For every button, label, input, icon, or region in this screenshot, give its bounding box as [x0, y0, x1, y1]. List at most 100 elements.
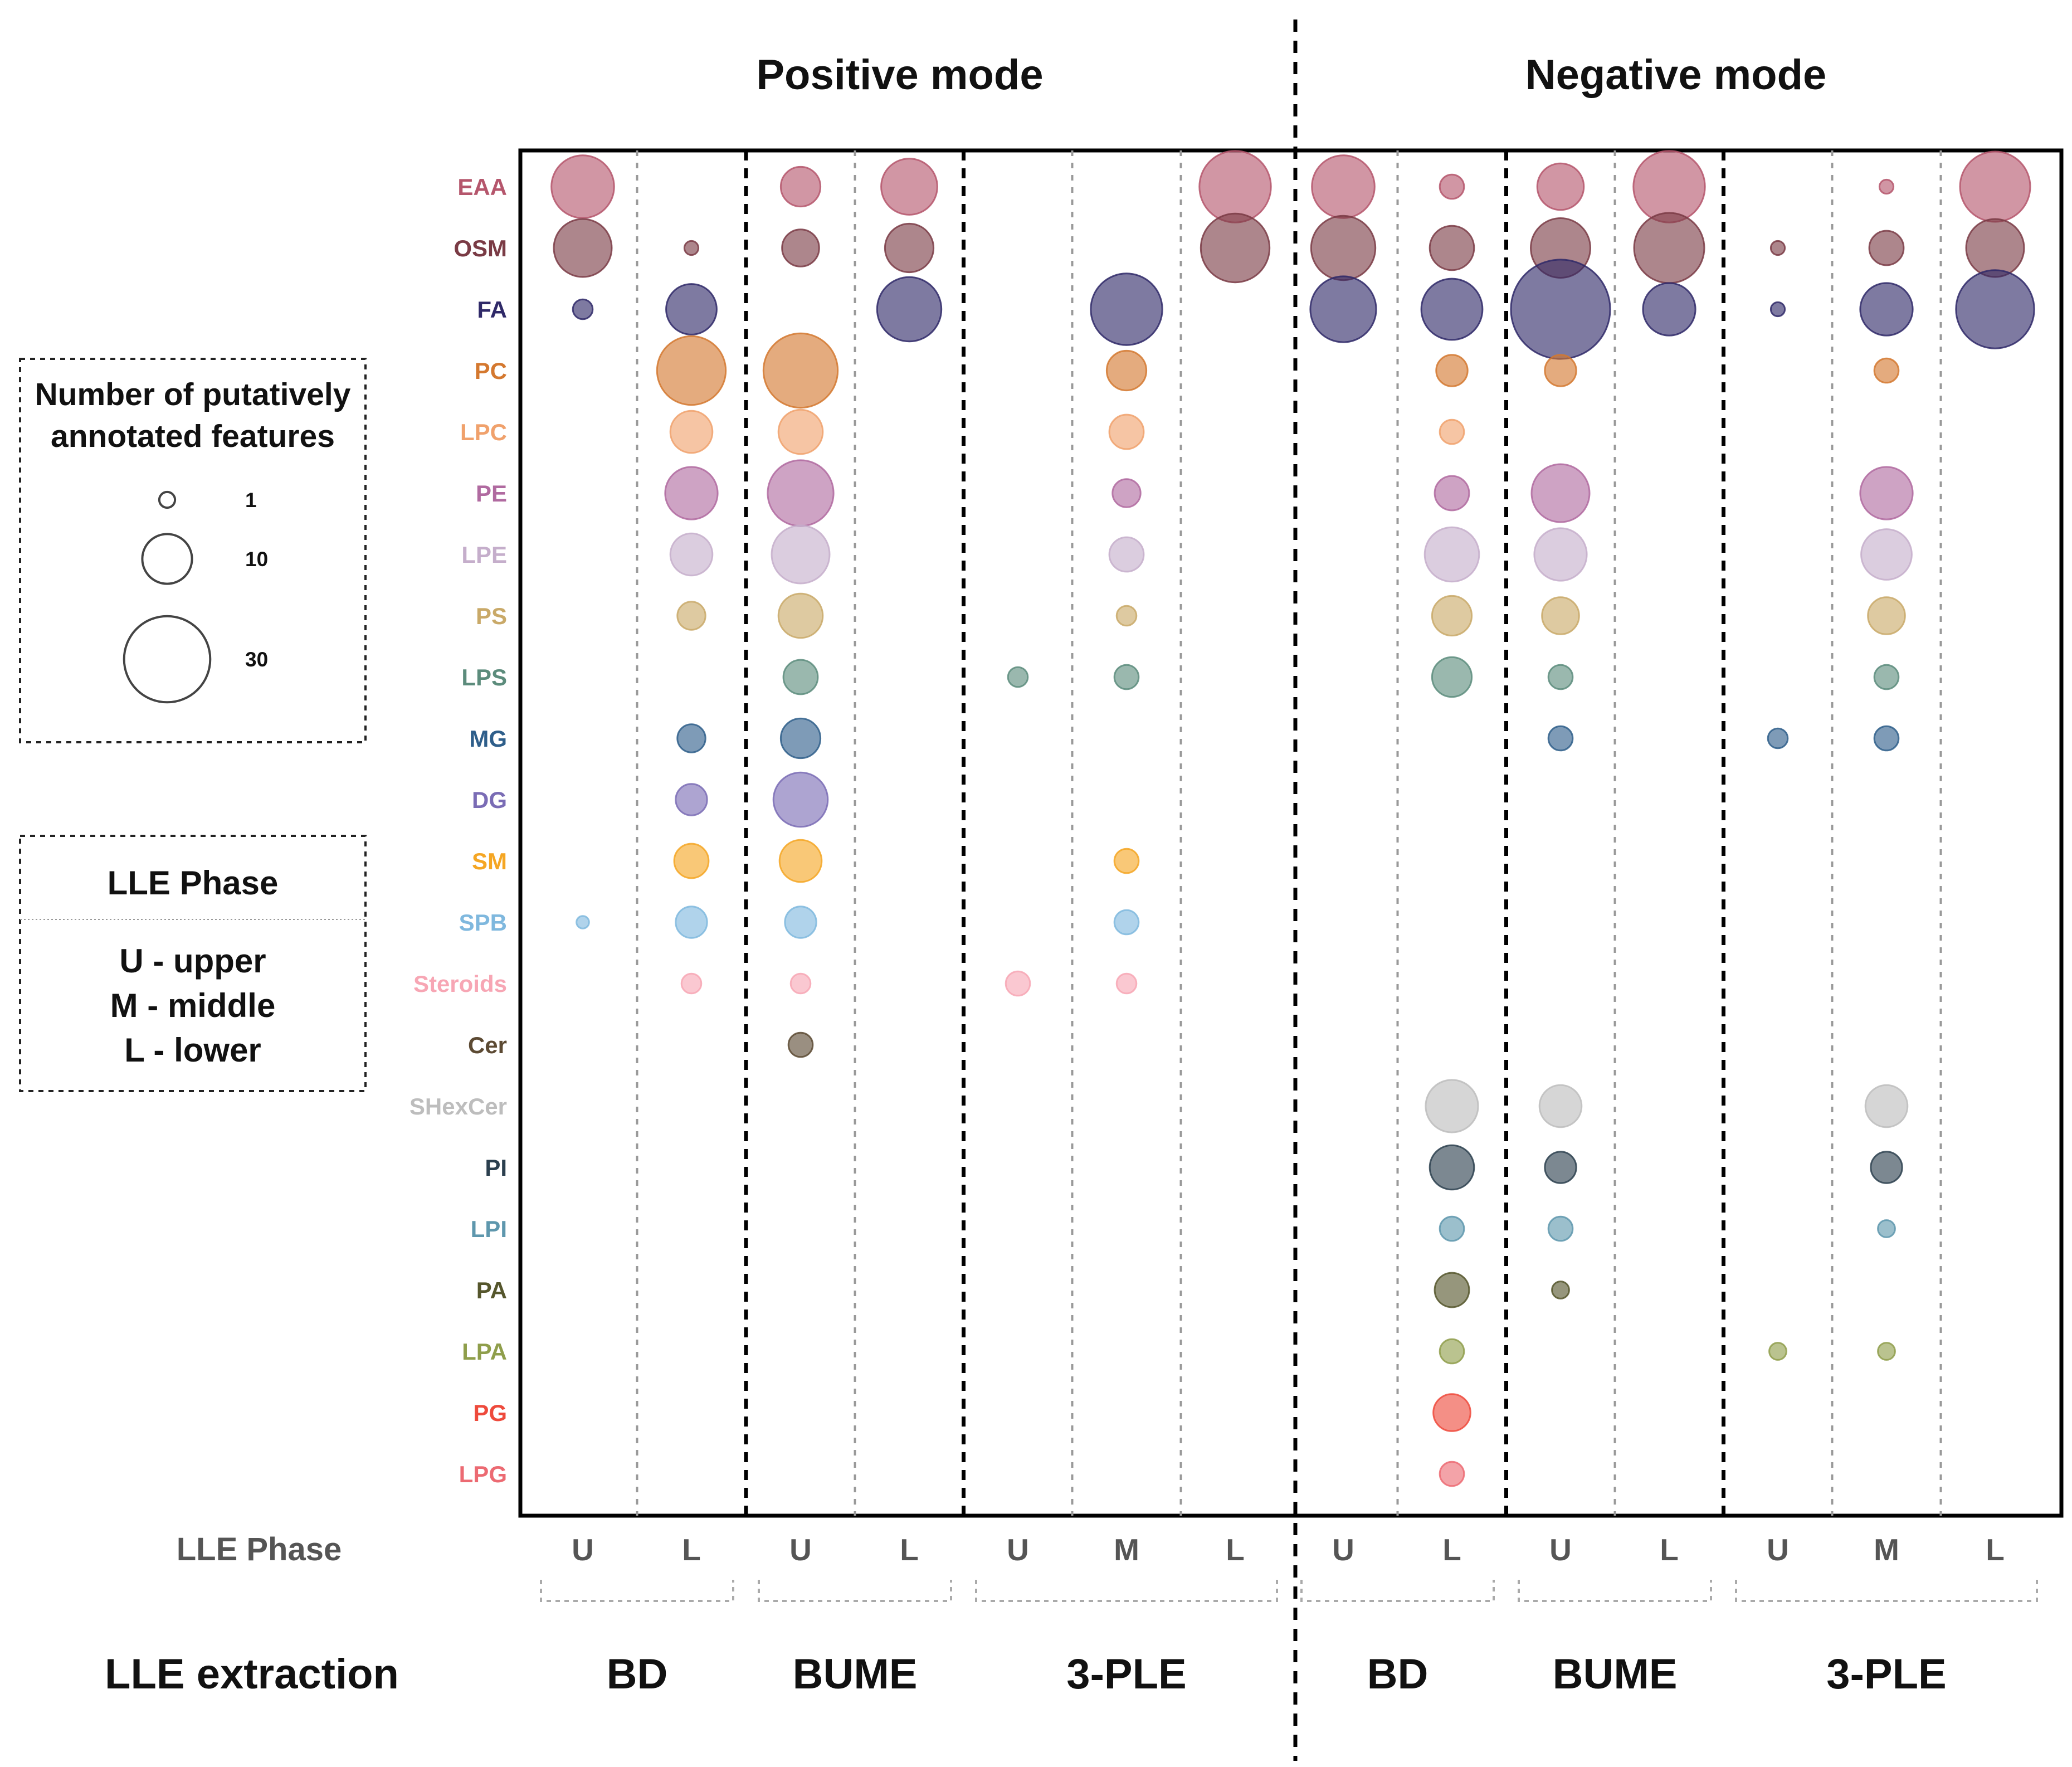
row-label-lpi: LPI [471, 1216, 507, 1242]
x-tick-positive-3-ple-m: M [1114, 1532, 1139, 1567]
bubble-pe-col1 [664, 466, 719, 520]
row-label-dg: DG [472, 787, 507, 813]
bubble-eaa-col12 [1878, 178, 1895, 195]
row-label-pa: PA [476, 1277, 507, 1303]
bubble-mg-col11 [1767, 727, 1789, 749]
bubble-lpi-col9 [1547, 1215, 1574, 1242]
row-label-pc: PC [475, 358, 507, 384]
row-label-steroids: Steroids [413, 971, 507, 997]
bubble-eaa-col3 [880, 158, 938, 216]
bubble-osm-col1 [683, 240, 700, 256]
bubble-eaa-col7 [1311, 154, 1376, 219]
bubble-pi-col12 [1870, 1151, 1903, 1184]
x-tick-positive-bd-l: L [682, 1532, 701, 1567]
bubble-pc-col12 [1873, 357, 1900, 384]
size-legend-label-30: 30 [245, 648, 268, 671]
row-label-fa: FA [477, 296, 507, 323]
row-label-pi: PI [485, 1155, 507, 1181]
size-legend-circle-10 [141, 533, 193, 585]
bubble-lpe-col5 [1108, 536, 1145, 573]
group-label-bd-3: BD [1367, 1651, 1429, 1698]
title-positive-mode: Positive mode [756, 51, 1043, 99]
bubble-osm-col11 [1769, 240, 1786, 256]
row-label-mg: MG [469, 726, 507, 752]
bubble-pe-col2 [767, 459, 835, 527]
x-tick-positive-3-ple-u: U [1007, 1532, 1029, 1567]
bubble-ps-col1 [676, 601, 706, 631]
row-label-lpg: LPG [459, 1461, 507, 1487]
bubble-fa-col9 [1510, 259, 1611, 360]
bubble-lpa-col8 [1439, 1338, 1465, 1365]
bubble-lpc-col2 [777, 408, 824, 455]
x-tick-negative-bd-u: U [1332, 1532, 1354, 1567]
phase-legend-box [19, 835, 367, 1092]
bubble-cer-col2 [787, 1031, 814, 1058]
x-axis-title: LLE Phase [177, 1531, 342, 1568]
x-tick-negative-bd-l: L [1442, 1532, 1461, 1567]
phase-legend-line-middle: M - middle [110, 987, 276, 1024]
size-legend: Number of putatively annotated features … [19, 358, 367, 743]
size-legend-box [19, 358, 367, 743]
bubble-eaa-col6 [1198, 150, 1272, 223]
x-tick-positive-bume-u: U [789, 1532, 812, 1567]
bubble-osm-col7 [1310, 215, 1377, 281]
bubble-lpe-col12 [1860, 528, 1913, 581]
row-label-cer: Cer [468, 1032, 507, 1058]
group-axis-title: LLE extraction [105, 1651, 399, 1698]
bubble-osm-col10 [1633, 212, 1705, 284]
bubble-sm-col2 [778, 839, 823, 883]
grid-layer [636, 150, 1942, 1516]
bubble-shexcer-col8 [1425, 1079, 1479, 1133]
x-tick-negative-3-ple-l: L [1986, 1532, 2005, 1567]
group-bracket-3 [1300, 1580, 1495, 1602]
bubble-eaa-col0 [550, 154, 615, 219]
bubble-lpc-col1 [669, 410, 714, 454]
bubble-ps-col9 [1541, 596, 1580, 635]
bubble-mg-col12 [1873, 725, 1900, 752]
group-label-bd-0: BD [607, 1651, 668, 1698]
row-label-ps: PS [476, 603, 507, 629]
bubble-lpe-col1 [669, 532, 714, 577]
bubble-shexcer-col9 [1538, 1084, 1583, 1128]
group-bracket-4 [1518, 1580, 1712, 1602]
group-label-bume-4: BUME [1553, 1651, 1678, 1698]
phase-legend-line-lower: L - lower [124, 1031, 261, 1069]
bubble-osm-col8 [1429, 225, 1475, 271]
row-label-spb: SPB [459, 909, 507, 936]
group-labels: BD BUME 3-PLE BD BUME 3-PLE [607, 1651, 1947, 1698]
row-label-lps: LPS [461, 664, 507, 690]
bubble-dg-col2 [772, 771, 829, 828]
bubble-fa-col3 [876, 276, 943, 343]
row-label-lpe: LPE [461, 542, 507, 568]
size-legend-title-line2: annotated features [51, 418, 335, 454]
title-negative-mode: Negative mode [1525, 51, 1827, 99]
bubble-pa-col8 [1434, 1272, 1470, 1308]
phase-legend-line-upper: U - upper [119, 942, 266, 980]
row-label-lpc: LPC [460, 419, 507, 445]
x-tick-positive-3-ple-l: L [1226, 1532, 1245, 1567]
bubble-sm-col1 [673, 843, 710, 879]
bubble-steroids-col5 [1115, 972, 1138, 995]
bubble-fa-col5 [1090, 272, 1163, 346]
bubble-lpi-col12 [1877, 1219, 1896, 1238]
x-tick-negative-bume-u: U [1549, 1532, 1572, 1567]
group-bracket-1 [758, 1580, 952, 1602]
bubble-layer [550, 150, 2035, 1487]
row-label-eaa: EAA [457, 174, 507, 200]
bubble-shexcer-col12 [1864, 1084, 1909, 1128]
group-bracket-0 [540, 1580, 734, 1602]
size-legend-label-10: 10 [245, 548, 268, 571]
bubble-eaa-col10 [1632, 150, 1706, 223]
bubble-fa-col13 [1955, 269, 2035, 349]
bubble-lpa-col11 [1768, 1342, 1787, 1361]
row-label-osm: OSM [454, 235, 507, 261]
bubble-pe-col9 [1530, 463, 1591, 523]
size-legend-title-line1: Number of putatively [35, 377, 351, 412]
size-legend-circle-30 [123, 615, 212, 704]
row-label-sm: SM [472, 848, 507, 874]
bubble-pc-col9 [1544, 354, 1577, 387]
size-legend-label-1: 1 [245, 489, 257, 512]
bubble-spb-col2 [784, 906, 817, 939]
bubble-lpa-col12 [1877, 1342, 1896, 1361]
